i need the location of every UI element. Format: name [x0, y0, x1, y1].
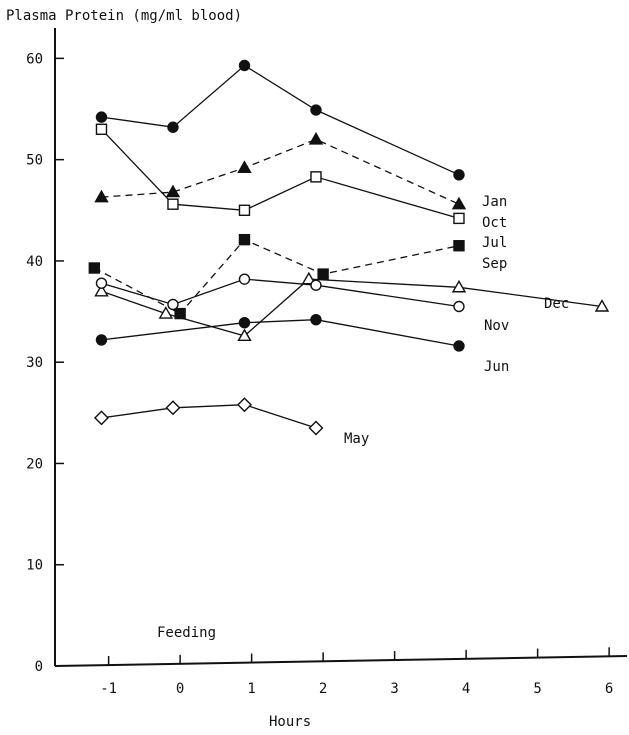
y-tick-label: 60 [26, 51, 43, 67]
data-point-sep [174, 307, 186, 320]
series-label-nov: Nov [484, 318, 509, 334]
data-point-dec [451, 279, 467, 293]
data-point-dec [158, 306, 174, 319]
data-point-sep [88, 262, 101, 274]
data-point-oct [94, 189, 109, 203]
data-point-jan [238, 59, 251, 72]
data-point-jul [310, 171, 322, 183]
data-point-dec [301, 271, 317, 285]
data-point-nov [238, 273, 251, 285]
series-group: Jan Oct Jul Sep Dec Nov Jun May [88, 59, 610, 447]
x-tick-label: 5 [533, 681, 541, 697]
x-ticks: -1 0 1 2 3 4 5 6 [100, 647, 613, 697]
data-point-jan [95, 111, 108, 123]
data-point-sep [317, 268, 329, 280]
data-point-nov [310, 279, 322, 291]
series-jun: Jun [95, 313, 509, 375]
data-point-jun [453, 340, 465, 352]
x-tick-label: 6 [605, 681, 613, 697]
series-line-dec [101, 278, 603, 337]
y-axis-label: Plasma Protein (mg/ml blood) [6, 8, 242, 24]
data-point-jun [95, 334, 108, 346]
data-point-sep [453, 240, 465, 252]
series-nov: Nov [95, 273, 509, 334]
series-oct: Oct [94, 131, 507, 231]
series-line-may [101, 404, 317, 429]
series-jul: Jul [95, 123, 507, 251]
x-tick-label: -1 [100, 681, 117, 697]
x-tick-label: 1 [247, 681, 255, 697]
series-label-jul: Jul [482, 235, 507, 251]
x-tick-label: 0 [176, 681, 184, 697]
data-point-dec [237, 328, 252, 342]
x-tick-label: 3 [390, 681, 398, 697]
x-axis-label: Hours [269, 714, 311, 730]
data-point-sep [238, 233, 251, 246]
data-point-jun [238, 316, 251, 329]
y-tick-label: 20 [26, 456, 43, 472]
x-tick-label: 2 [319, 681, 327, 697]
data-point-jan [310, 104, 322, 116]
series-line-jan [101, 64, 460, 176]
data-point-jan [167, 121, 179, 133]
data-point-may [93, 410, 109, 426]
y-ticks: 0 10 20 30 40 50 60 [26, 51, 64, 675]
series-line-jul [101, 128, 460, 220]
data-point-oct [165, 184, 181, 198]
data-point-nov [453, 300, 465, 313]
feeding-annotation: Feeding [157, 625, 216, 641]
data-point-jul [167, 198, 179, 210]
data-point-may [236, 397, 252, 413]
data-point-oct [308, 131, 324, 145]
series-label-jun: Jun [484, 359, 509, 375]
data-point-may [165, 400, 181, 416]
series-line-jun [101, 319, 460, 347]
series-label-may: May [344, 431, 369, 447]
x-axis-line [54, 655, 628, 667]
series-sep: Sep [88, 233, 507, 320]
series-label-sep: Sep [482, 256, 507, 272]
data-point-jul [453, 212, 465, 225]
y-tick-label: 10 [26, 558, 43, 574]
series-line-oct [101, 138, 460, 205]
data-point-jul [238, 204, 251, 216]
y-tick-label: 30 [26, 355, 43, 371]
series-label-dec: Dec [544, 296, 569, 312]
data-point-oct [237, 160, 252, 173]
series-line-sep [93, 238, 460, 315]
series-label-oct: Oct [482, 215, 507, 231]
data-point-jan [453, 169, 465, 181]
y-tick-label: 0 [35, 659, 43, 675]
series-line-nov [101, 278, 460, 308]
axes [54, 28, 628, 667]
data-point-nov [167, 298, 179, 311]
data-point-oct [451, 196, 467, 210]
data-point-jun [310, 313, 322, 326]
y-tick-label: 40 [26, 254, 43, 270]
series-dec: Dec [94, 271, 610, 342]
series-may: May [93, 397, 369, 447]
series-label-jan: Jan [482, 194, 507, 210]
x-tick-label: 4 [462, 681, 470, 697]
data-point-jul [95, 123, 108, 135]
data-point-nov [95, 277, 108, 289]
data-point-may [308, 420, 324, 436]
data-point-dec [594, 299, 610, 312]
series-jan: Jan [95, 59, 507, 210]
data-point-dec [94, 283, 109, 297]
y-tick-label: 50 [26, 153, 43, 169]
